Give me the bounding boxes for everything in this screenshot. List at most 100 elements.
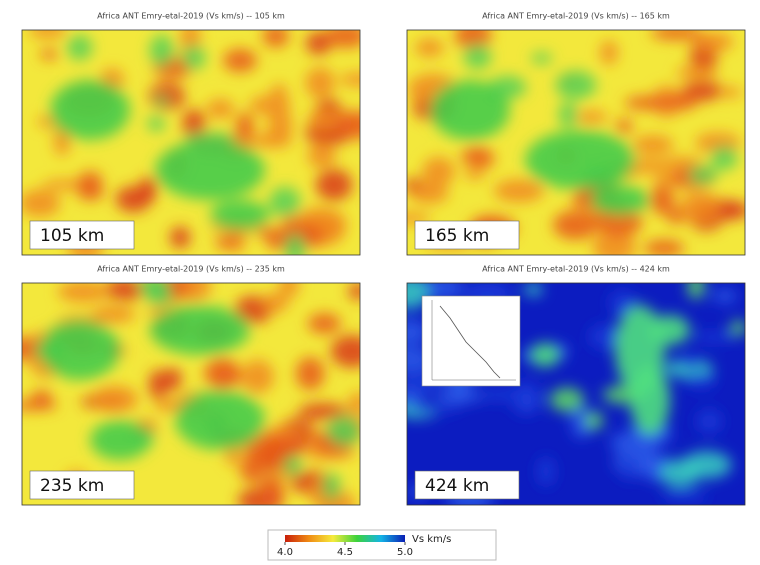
- panel-title: Africa ANT Emry-etal-2019 (Vs km/s) -- 2…: [97, 265, 285, 274]
- map-spot: [164, 367, 182, 391]
- map-spot: [249, 95, 291, 115]
- map-spot: [681, 354, 701, 368]
- map-spot: [140, 176, 158, 202]
- map-spot: [215, 236, 238, 249]
- map-spot: [307, 143, 336, 168]
- map-spot: [624, 96, 671, 110]
- map-spot: [331, 335, 374, 368]
- map-spot: [9, 400, 58, 410]
- colorbar-frame: [268, 530, 496, 560]
- map-spot: [712, 289, 737, 303]
- map-spot: [155, 140, 265, 200]
- map-spot: [170, 226, 190, 248]
- map-spot: [260, 474, 285, 507]
- map-spot: [78, 171, 103, 192]
- map-spot: [348, 392, 369, 413]
- map-spot: [679, 192, 721, 224]
- map-spot: [236, 112, 255, 141]
- map-spot: [558, 102, 577, 127]
- map-spot: [620, 456, 638, 481]
- map-spot: [697, 409, 722, 434]
- map-spot: [308, 110, 332, 130]
- map-spot: [210, 200, 270, 230]
- colorbar-tick-label: 4.5: [337, 547, 353, 558]
- map-spot: [262, 293, 288, 313]
- map-spot: [422, 157, 455, 186]
- map-spot: [223, 49, 257, 72]
- map-spot: [67, 35, 93, 61]
- map-spot: [204, 358, 240, 389]
- map-spot: [316, 169, 353, 201]
- map-spot: [480, 388, 515, 401]
- map-spot: [262, 24, 289, 47]
- map-spot: [241, 360, 274, 394]
- map-spot: [687, 273, 704, 299]
- depth-label: 165 km: [425, 226, 489, 246]
- map-spot: [150, 305, 250, 355]
- map-spot: [90, 420, 150, 460]
- map-spot: [348, 283, 368, 300]
- map-spot: [279, 273, 299, 298]
- map-spot: [150, 34, 174, 66]
- map-spot: [147, 116, 165, 132]
- map-spot: [430, 80, 510, 140]
- map-spot: [409, 183, 448, 203]
- map-spot: [175, 390, 265, 450]
- map-spot: [415, 39, 444, 57]
- map-spot: [338, 111, 378, 140]
- map-spot: [600, 40, 618, 65]
- colorbar-tick-label: 4.0: [277, 547, 293, 558]
- map-spot: [553, 210, 599, 240]
- map-spot: [206, 99, 234, 118]
- map-spot: [258, 225, 275, 238]
- map-spot: [537, 456, 554, 486]
- colorbar-tick-label: 5.0: [397, 547, 413, 558]
- map-spot: [461, 147, 494, 166]
- map-spot: [308, 313, 341, 334]
- map-spot: [182, 45, 206, 69]
- map-spot: [574, 111, 608, 124]
- map-spot: [644, 240, 685, 257]
- map-spot: [146, 280, 172, 306]
- map-spot: [590, 185, 650, 215]
- map-spot: [410, 403, 459, 413]
- map-spot: [695, 332, 733, 343]
- map-spot: [688, 166, 718, 184]
- colorbar-gradient: [285, 535, 405, 542]
- panel-title: Africa ANT Emry-etal-2019 (Vs km/s) -- 4…: [482, 265, 670, 274]
- colorbar: Vs km/s 4.0 4.5 5.0: [268, 530, 496, 560]
- map-spot: [149, 83, 185, 111]
- map-spot: [676, 66, 718, 80]
- map-spot: [550, 388, 585, 412]
- depth-label: 235 km: [40, 476, 104, 496]
- panel-title: Africa ANT Emry-etal-2019 (Vs km/s) -- 1…: [482, 12, 670, 21]
- map-spot: [525, 130, 635, 190]
- map-spot: [682, 451, 732, 479]
- map-spot: [650, 315, 690, 345]
- map-spot: [730, 320, 746, 335]
- map-spot: [555, 71, 596, 100]
- map-spot: [296, 357, 325, 390]
- map-spot: [616, 119, 633, 133]
- map-spot: [710, 146, 737, 170]
- colorbar-label: Vs km/s: [412, 534, 451, 545]
- map-spot: [530, 343, 560, 367]
- map-spot: [40, 320, 120, 380]
- depth-label: 105 km: [40, 226, 104, 246]
- map-spot: [464, 44, 492, 69]
- map-spot: [531, 53, 553, 64]
- map-spot: [40, 49, 59, 59]
- map-spot: [630, 365, 670, 435]
- inset-plot: [422, 296, 520, 386]
- map-spot: [585, 411, 603, 430]
- map-spot: [667, 209, 685, 225]
- map-spot: [50, 80, 130, 140]
- map-spot: [339, 73, 378, 86]
- map-spot: [269, 187, 301, 218]
- map-spot: [589, 324, 619, 349]
- map-spot: [661, 490, 709, 501]
- map-spot: [719, 87, 742, 98]
- depth-label: 424 km: [425, 476, 489, 496]
- map-spot: [650, 25, 702, 40]
- map-spot: [284, 455, 302, 476]
